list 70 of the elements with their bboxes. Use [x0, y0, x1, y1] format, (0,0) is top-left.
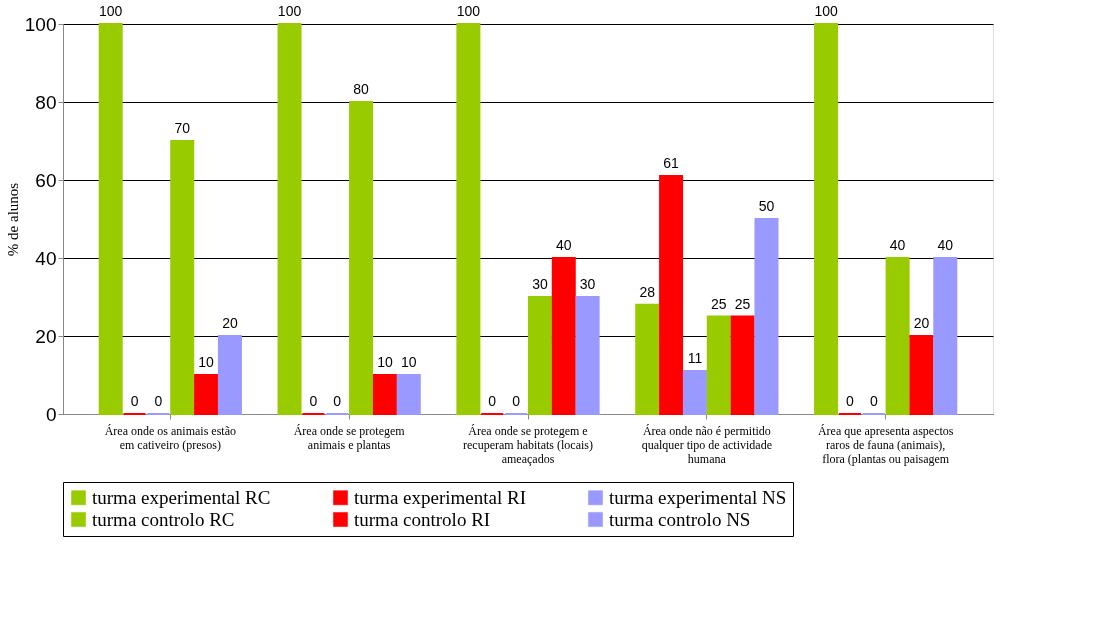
x-tick-label: Área que apresenta aspectos raros de fauna (animais), flora (plantas ou paisagem: [817, 423, 954, 466]
y-tick-label: 20: [35, 325, 57, 347]
data-label: 0: [488, 393, 497, 409]
data-label: 0: [846, 393, 855, 409]
bar: [456, 23, 481, 415]
bar: [659, 175, 684, 415]
bar: [885, 257, 910, 415]
bar: [730, 315, 755, 415]
bar: [349, 101, 374, 415]
data-label: 28: [639, 283, 656, 300]
data-label: 25: [710, 295, 727, 312]
data-label: 11: [687, 350, 703, 367]
data-label: 40: [555, 237, 572, 253]
y-tick-label: 80: [35, 91, 57, 113]
data-label: 0: [333, 393, 342, 409]
bar: [814, 23, 839, 415]
y-tick-label: 0: [45, 403, 57, 425]
bar: [909, 335, 934, 415]
legend-label: turma controlo RI: [354, 508, 491, 530]
bar: [706, 315, 731, 415]
x-tick-label: Área onde não é permitido qualquer tipo de actividade humana: [641, 423, 772, 466]
data-label: 20: [913, 315, 930, 331]
data-label: 30: [579, 276, 596, 292]
bar: [754, 218, 779, 415]
y-tick-label: 40: [35, 247, 57, 269]
legend-label: turma experimental RI: [354, 486, 526, 508]
data-label: 40: [889, 237, 906, 253]
bar: [933, 257, 958, 415]
bar: [98, 23, 123, 415]
data-label: 70: [174, 120, 191, 136]
legend-label: turma controlo RC: [92, 508, 235, 530]
bar: [396, 374, 421, 415]
y-tick-label: 60: [35, 169, 57, 191]
data-label: 100: [99, 3, 123, 19]
data-label: 10: [400, 354, 417, 370]
data-label: 10: [198, 354, 215, 370]
y-axis-title: % de alunos: [4, 182, 21, 257]
bar: [372, 374, 397, 415]
data-label: 0: [309, 393, 318, 409]
data-label: 100: [456, 3, 481, 19]
x-tick-label: Área onde se protegem e recuperam habitats (locais) ameaçados: [463, 423, 593, 466]
y-tick-label: 100: [24, 13, 57, 35]
bar: [217, 335, 242, 415]
data-label: 50: [758, 198, 775, 214]
data-label: 10: [377, 354, 393, 370]
data-label: 100: [814, 3, 838, 19]
x-tick-label: Área onde os animais estão em cativeiro (presos): [104, 423, 236, 452]
data-label: 80: [353, 81, 370, 97]
data-label: 0: [512, 393, 521, 409]
legend-label: turma experimental RC: [92, 486, 271, 508]
legend-label: turma controlo NS: [609, 508, 751, 530]
data-label: 30: [532, 276, 548, 292]
data-label: 25: [734, 295, 751, 312]
data-label: 61: [663, 155, 680, 172]
data-label: 20: [222, 315, 238, 331]
data-label: 100: [277, 3, 302, 19]
data-label: 40: [937, 237, 954, 253]
bar: [194, 374, 219, 415]
bar: [277, 23, 302, 415]
bar: [170, 140, 195, 415]
bar: [682, 370, 707, 415]
bar: [551, 257, 576, 415]
bar: [575, 296, 600, 415]
bar: [635, 303, 660, 415]
data-label: 0: [869, 393, 878, 409]
x-tick-label: Área onde se protegem animais e plantas: [293, 423, 406, 452]
data-label: 0: [130, 393, 139, 409]
legend-label: turma experimental NS: [609, 486, 787, 508]
bar: [527, 296, 552, 415]
data-label: 0: [154, 393, 163, 409]
